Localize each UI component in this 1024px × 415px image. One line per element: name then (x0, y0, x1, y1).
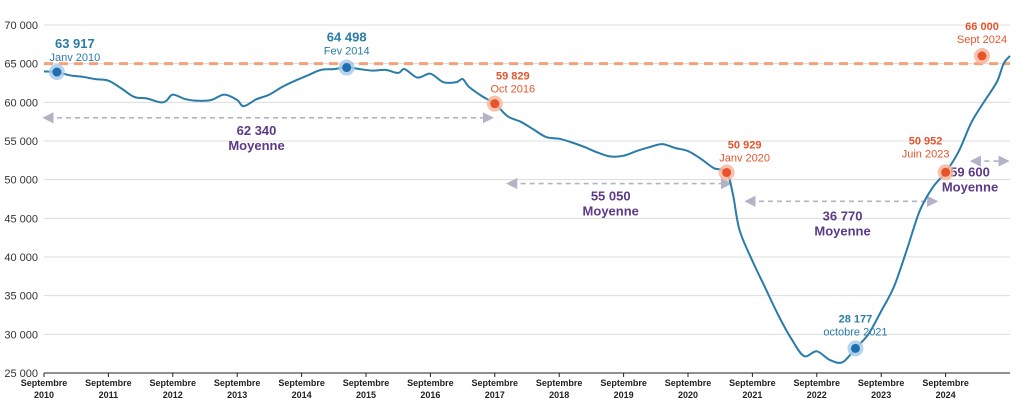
x-tick-month: Septembre (407, 378, 454, 388)
marker-point (977, 51, 987, 61)
x-tick-month: Septembre (278, 378, 325, 388)
average-value: 55 050 (591, 189, 631, 204)
y-tick-label: 60 000 (4, 97, 38, 109)
marker-point (722, 167, 732, 177)
marker-point (490, 99, 500, 109)
marker-value-label: 64 498 (327, 30, 367, 45)
marker-point (941, 167, 951, 177)
x-tick-year: 2023 (871, 390, 891, 400)
marker-value-label: 50 952 (909, 135, 943, 147)
y-tick-label: 55 000 (4, 136, 38, 148)
y-tick-label: 40 000 (4, 252, 38, 264)
x-tick-month: Septembre (85, 378, 132, 388)
x-tick-year: 2018 (549, 390, 569, 400)
x-tick-year: 2022 (807, 390, 827, 400)
average-value: 62 340 (237, 123, 277, 138)
average-label: Moyenne (228, 138, 284, 153)
marker-date-label: Juin 2023 (902, 148, 950, 160)
x-tick-month: Septembre (794, 378, 841, 388)
marker-value-label: 66 000 (965, 21, 999, 33)
x-tick-year: 2017 (485, 390, 505, 400)
average-label: Moyenne (942, 180, 998, 195)
x-tick-year: 2020 (678, 390, 698, 400)
x-tick-month: Septembre (21, 378, 68, 388)
y-tick-label: 45 000 (4, 213, 38, 225)
marker-value-label: 50 929 (728, 139, 762, 151)
marker-point (850, 343, 860, 353)
y-tick-label: 65 000 (4, 59, 38, 71)
marker-point (52, 67, 62, 77)
x-tick-month: Septembre (858, 378, 905, 388)
marker-value-label: 28 177 (839, 313, 873, 325)
x-tick-month: Septembre (150, 378, 197, 388)
x-tick-year: 2019 (614, 390, 634, 400)
x-tick-month: Septembre (472, 378, 519, 388)
x-tick-month: Septembre (214, 378, 261, 388)
average-label: Moyenne (814, 224, 870, 239)
x-tick-year: 2024 (936, 390, 956, 400)
y-axis: 25 000 30 000 35 000 40 000 45 000 50 000 55 0… (4, 20, 38, 380)
x-tick-year: 2012 (163, 390, 183, 400)
marker-date-label: Fev 2014 (324, 46, 370, 58)
marker-date-label: Janv 2020 (719, 152, 770, 164)
x-tick-month: Septembre (729, 378, 776, 388)
y-tick-label: 50 000 (4, 175, 38, 187)
x-tick-year: 2013 (227, 390, 247, 400)
x-tick-year: 2015 (356, 390, 376, 400)
x-tick-month: Septembre (536, 378, 583, 388)
x-tick-month: Septembre (343, 378, 390, 388)
x-tick-month: Septembre (665, 378, 712, 388)
x-tick-year: 2011 (99, 390, 119, 400)
x-tick-year: 2010 (34, 390, 54, 400)
y-tick-label: 70 000 (4, 20, 38, 32)
marker-date-label: octobre 2021 (823, 326, 887, 338)
marker-value-label: 59 829 (496, 71, 530, 83)
x-tick-month: Septembre (922, 378, 969, 388)
x-axis: Septembre 2010 Septembre 2011 Septembre 2012 S… (21, 372, 1010, 400)
y-tick-label: 30 000 (4, 329, 38, 341)
average-value: 36 770 (823, 209, 863, 224)
marker-date-label: Oct 2016 (490, 84, 535, 96)
x-tick-year: 2021 (742, 390, 762, 400)
x-tick-year: 2014 (292, 390, 312, 400)
marker-date-label: Sept 2024 (957, 34, 1007, 46)
marker-value-label: 63 917 (55, 36, 95, 51)
x-tick-year: 2016 (420, 390, 440, 400)
average-label: Moyenne (583, 204, 639, 219)
marker-point (342, 63, 352, 73)
x-tick-month: Septembre (600, 378, 647, 388)
y-tick-label: 35 000 (4, 291, 38, 303)
marker-date-label: Janv 2010 (49, 52, 100, 64)
y-tick-label: 25 000 (4, 368, 38, 380)
average-value: 59 600 (950, 165, 990, 180)
